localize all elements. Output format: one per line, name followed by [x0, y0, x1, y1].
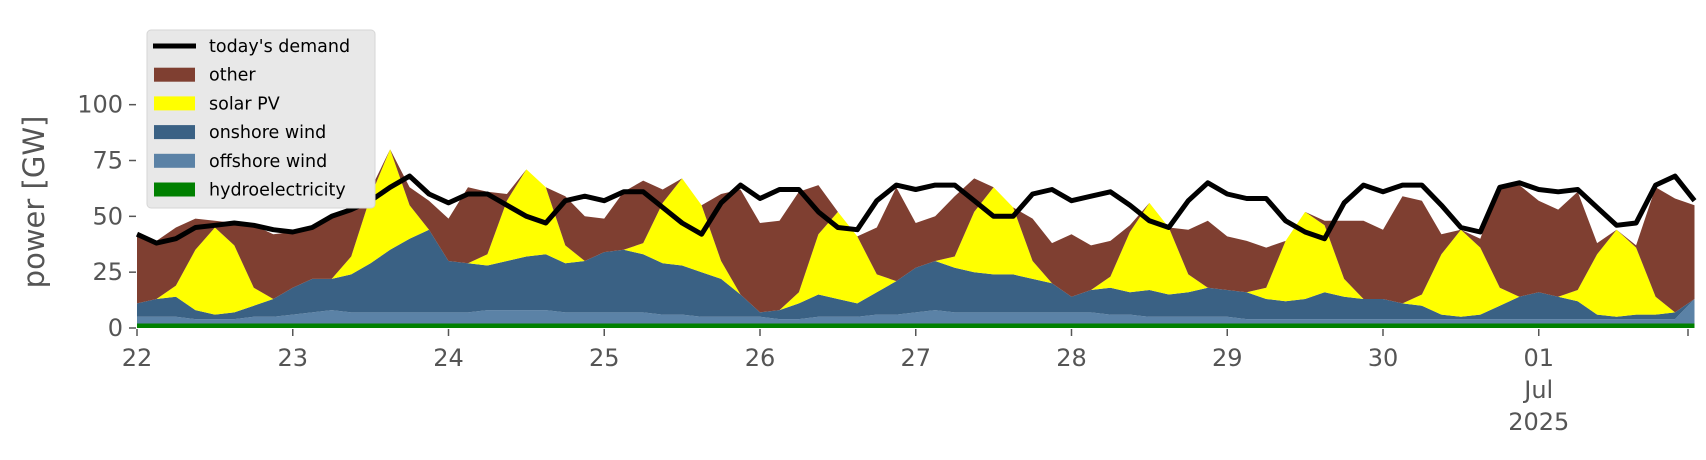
area-hydroelectricity: [137, 323, 1695, 328]
x-tick-label: 01: [1523, 344, 1554, 372]
x-tick-label: 30: [1368, 344, 1399, 372]
demand-line: [135, 173, 1697, 246]
y-tick-label: 100: [77, 91, 123, 119]
y-tick-label: 50: [92, 202, 123, 230]
y-axis-label: power [GW]: [17, 116, 51, 289]
legend-label-solar-pv: solar PV: [209, 94, 280, 114]
demand-line-group: [135, 173, 1697, 246]
x-tick-label: 25: [589, 344, 620, 372]
legend-box: [146, 29, 376, 209]
x-tick-label: 29: [1212, 344, 1243, 372]
x-tick-label: 23: [277, 344, 308, 372]
y-axis: 0 25 50 75 100: [77, 91, 136, 342]
y-tick-label: 75: [92, 147, 123, 175]
x-tick-label: 28: [1056, 344, 1087, 372]
area-other: [137, 149, 1695, 313]
area-onshore-wind: [137, 229, 1695, 320]
legend-swatch-solar-pv: [154, 96, 195, 111]
y-tick-label: 0: [108, 314, 123, 342]
x-tick-label: Jul: [1522, 376, 1553, 404]
legend: today's demand other solar PV onshore wind o…: [146, 29, 376, 209]
area-solar-pv: [137, 149, 1695, 317]
legend-label-today-s-demand: today's demand: [209, 37, 350, 57]
y-tick-label: 25: [92, 258, 123, 286]
legend-label-hydroelectricity: hydroelectricity: [209, 181, 346, 201]
legend-label-offshore-wind: offshore wind: [209, 152, 327, 172]
x-tick-label: 2025: [1508, 408, 1569, 436]
legend-label-onshore-wind: onshore wind: [209, 123, 326, 143]
x-tick-label: 22: [122, 344, 153, 372]
legend-swatch-offshore-wind: [154, 153, 195, 168]
legend-swatch-hydroelectricity: [154, 182, 195, 197]
legend-swatch-onshore-wind: [154, 125, 195, 140]
x-tick-label: 24: [433, 344, 464, 372]
legend-label-other: other: [209, 66, 256, 86]
x-tick-label: 26: [745, 344, 776, 372]
area-offshore-wind: [137, 299, 1695, 324]
legend-swatch-other: [154, 67, 195, 82]
x-tick-label: 27: [900, 344, 931, 372]
x-axis: 22 23 24 25 26 27 28 29 30 01 Jul 2025: [122, 329, 1689, 436]
stacked-areas: [137, 149, 1695, 328]
